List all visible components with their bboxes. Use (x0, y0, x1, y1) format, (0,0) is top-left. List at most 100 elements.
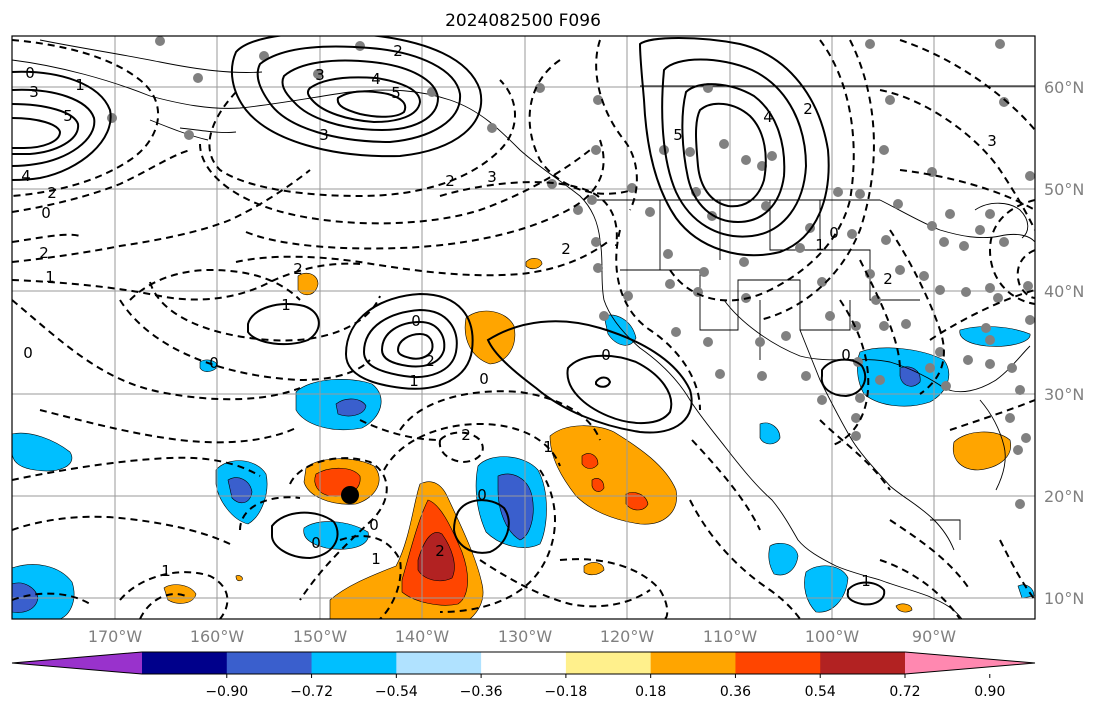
contour-label: 0 (411, 312, 421, 330)
contour-label: 1 (371, 550, 381, 568)
contour-label: 2 (425, 352, 435, 370)
contour-label: 4 (763, 108, 773, 126)
shade-negative (768, 543, 799, 576)
colorbar-tick-label: −0.54 (375, 684, 418, 700)
colorbar-tick-label: −0.18 (544, 684, 587, 700)
contour-label: 1 (861, 572, 871, 590)
lat-label: 60°N (1044, 78, 1084, 97)
lat-label: 40°N (1044, 282, 1084, 301)
storm-center-marker (341, 486, 359, 504)
colorbar-bin (226, 652, 313, 674)
contour-label: 3 (487, 168, 497, 186)
contour-label: 2 (293, 260, 303, 278)
shade-positive (583, 562, 605, 576)
longitude-labels: 170°W 160°W 150°W 140°W 130°W 120°W 110°… (88, 627, 956, 646)
contour-label: 2 (445, 172, 455, 190)
positive-contours (12, 36, 886, 606)
shade-positive (525, 258, 543, 270)
coastlines (12, 39, 1035, 619)
contour-label: 0 (41, 204, 51, 222)
colorbar-extend-high (905, 652, 1035, 674)
contour-label: 0 (311, 534, 321, 552)
shade-negative (335, 398, 367, 417)
lat-label: 50°N (1044, 180, 1084, 199)
colorbar-tick-label: −0.72 (290, 684, 333, 700)
contour-label: 0 (25, 64, 35, 82)
colorbar-bin (565, 652, 652, 674)
contour-label: 1 (409, 372, 419, 390)
colorbar-tick-label: 0.54 (805, 684, 836, 700)
shade-positive (464, 310, 516, 365)
colorbar-bin (311, 652, 397, 674)
shade-positive (417, 532, 455, 582)
contour-label: 2 (39, 244, 49, 262)
graticule (12, 36, 1035, 619)
contour-label: 1 (281, 296, 291, 314)
contour-label: 3 (987, 132, 997, 150)
shade-positive (235, 575, 243, 582)
colorbar-bin (396, 652, 482, 674)
lon-label: 90°W (912, 627, 956, 646)
lon-label: 120°W (600, 627, 655, 646)
lon-label: 110°W (703, 627, 758, 646)
contour-label: 0 (479, 370, 489, 388)
contour-label: 0 (477, 486, 487, 504)
contour-label: 5 (673, 126, 683, 144)
lat-label: 20°N (1044, 487, 1084, 506)
map-frame (11, 35, 1036, 620)
latitude-labels: 60°N 50°N 40°N 30°N 20°N 10°N (1044, 78, 1084, 608)
lon-label: 130°W (498, 627, 553, 646)
shade-positive (581, 453, 599, 469)
colorbar-tick-label: 0.36 (720, 684, 751, 700)
contour-label: 2 (461, 426, 471, 444)
colorbar-tick-label: −0.36 (460, 684, 503, 700)
lon-label: 140°W (395, 627, 450, 646)
figure-title: 2024082500 F096 (445, 11, 601, 31)
contour-label: 1 (45, 268, 55, 286)
shade-positive (625, 492, 649, 511)
contour-label: 3 (29, 83, 39, 101)
shade-positive (297, 272, 319, 296)
contour-label: 0 (829, 224, 839, 242)
contour-label: 1 (543, 438, 553, 456)
map-panel: 0 1 3 5 4 2 0 2 1 2 3 4 5 3 2 3 5 4 2 1 … (12, 36, 1035, 619)
shade-negative (759, 422, 781, 445)
colorbar-bin (820, 652, 906, 674)
contour-labels: 0 1 3 5 4 2 0 2 1 2 3 4 5 3 2 3 5 4 2 1 … (21, 42, 997, 590)
contour-label: 5 (391, 84, 401, 102)
contour-label: 0 (369, 516, 379, 534)
contour-label: 4 (371, 70, 381, 88)
negative-contours (12, 39, 1035, 619)
colorbar-tick-label: 0.90 (974, 684, 1005, 700)
colorbar-tick-label: −0.90 (205, 684, 248, 700)
shade-positive (591, 478, 605, 492)
contour-label: 2 (435, 542, 445, 560)
colorbar-tick-label: 0.18 (635, 684, 666, 700)
shade-positive (895, 603, 913, 613)
colorbar-bin (650, 652, 736, 674)
colorbar-extend-low (12, 652, 142, 674)
shade-negative (804, 565, 849, 613)
contour-label: 1 (815, 236, 825, 254)
contour-label: 0 (209, 354, 219, 372)
lon-label: 150°W (293, 627, 348, 646)
contour-label: 4 (21, 167, 31, 185)
contour-label: 1 (75, 76, 85, 94)
colorbar-bin (481, 652, 567, 674)
shade-negative (497, 473, 534, 541)
lon-label: 100°W (805, 627, 860, 646)
lat-label: 10°N (1044, 589, 1084, 608)
contour-label: 2 (803, 100, 813, 118)
contour-label: 2 (47, 184, 57, 202)
shade-negative (12, 432, 73, 472)
contour-label: 0 (841, 346, 851, 364)
contour-label: 1 (161, 562, 171, 580)
lon-label: 160°W (190, 627, 245, 646)
contour-label: 0 (23, 344, 33, 362)
contour-label: 3 (315, 66, 325, 84)
contour-label: 2 (561, 240, 571, 258)
colorbar: −0.90 −0.72 −0.54 −0.36 −0.18 0.18 0.36 0.54 0.7… (11, 651, 1036, 700)
shade-negative (959, 326, 1031, 347)
station-markers (107, 36, 1035, 509)
